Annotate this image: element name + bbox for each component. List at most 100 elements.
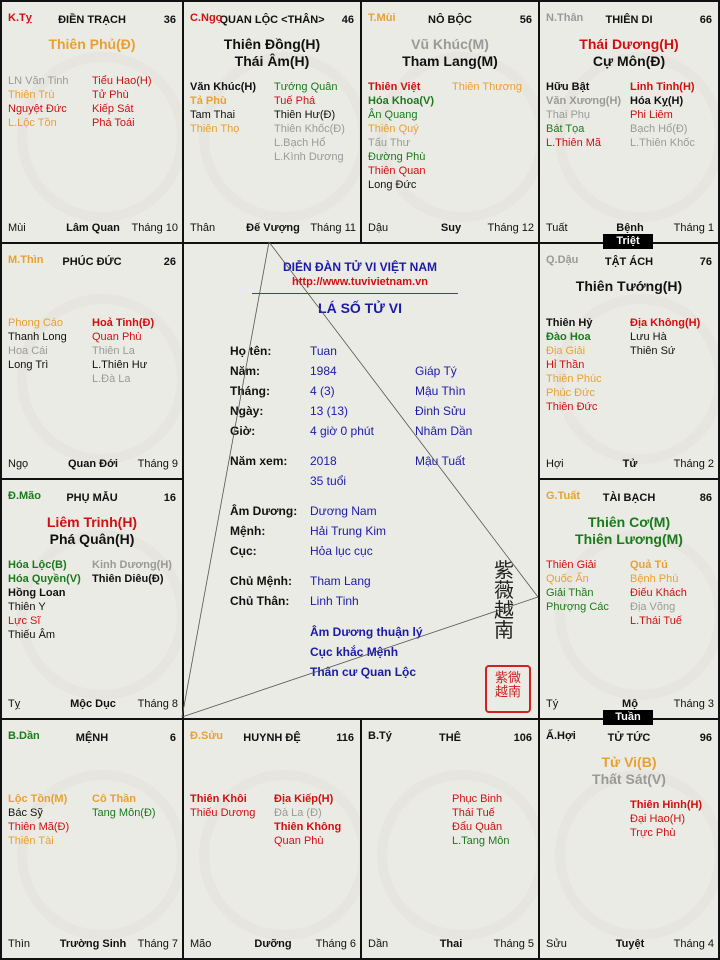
minor-star: Đà La (Đ) [274,807,322,819]
main-stars: Thiên Đồng(H) Thái Âm(H) [184,36,360,70]
minor-star: Tuế Phá [274,95,316,107]
minor-star: Thiên Sứ [630,345,676,357]
calligraphy-text: 紫薇越南 [494,558,514,642]
main-star: Cự Môn(Đ) [592,53,666,69]
dai-han-number: 96 [699,732,712,744]
main-star: Thiên Lương(M) [575,531,683,547]
dai-han-number: 16 [163,492,176,504]
main-stars: Tử Vi(B) Thất Sát(V) [540,754,718,788]
dai-han-number: 46 [341,14,354,26]
minor-star: Kiếp Sát [92,103,134,115]
minor-star: Thiên Tài [8,835,54,847]
right-stars: Địa Không(H) Lưu Hà Thiên Sứ [630,316,700,358]
can-chi-label: Q.Dậu [546,254,579,266]
palace-name: MỆNH [75,732,109,744]
cell-footer: Ngọ Quan Đới Tháng 9 [8,458,178,472]
background-motif [555,294,718,464]
palace-cell[interactable]: PHỤ MẪU Đ.Mão 16 Liêm Trinh(H) Phá Quân(H) Hó… [0,478,184,720]
main-star: Tham Lang(M) [402,53,498,69]
minor-star: Tang Môn(Đ) [92,807,156,819]
minor-star: Thiên Y [8,601,46,613]
palace-cell[interactable]: TẬT ÁCH Q.Dậu 76 Thiên Tướng(H) Thiên Hỷ Đào … [538,242,720,480]
info-canchi: Đinh Sửu [415,404,466,418]
info-label: Họ tên: [230,344,272,358]
minor-star: Hóa Kỵ(H) [630,95,684,107]
info-label: Mệnh: [230,524,266,538]
minor-star: Văn Khúc(H) [190,81,256,93]
minor-star: L.Thái Tuế [630,615,682,627]
minor-star: Địa Không(H) [630,317,701,329]
minor-star: Thiên Phúc [546,373,602,385]
palace-cell[interactable]: MỆNH B.Dần 6 Lộc Tồn(M) Bác Sỹ Thiên Mã(Đ) Thi… [0,718,184,960]
info-label: Năm: [230,364,261,378]
trang-sinh-stage: Bệnh [616,222,644,234]
cell-header: TỬ TỨC Ấ.Hợi 96 [546,730,712,746]
dai-han-number: 66 [699,14,712,26]
palace-cell[interactable]: PHÚC ĐỨC M.Thìn 26 Phong Cáo Thanh Long Hoa C… [0,242,184,480]
month-label: Tháng 1 [673,222,714,234]
minor-star: Thiên Giải [546,559,597,571]
cell-header: TẬT ÁCH Q.Dậu 76 [546,254,712,270]
palace-cell[interactable]: QUAN LỘC <THÂN> C.Ngọ 46 Thiên Đồng(H) Thái … [182,0,362,244]
right-stars: Quả Tú Bệnh Phù Điếu Khách Địa Võng L.Thái T… [630,558,687,628]
palace-name: HUYNH ĐỆ [243,732,301,744]
minor-star: Địa Kiếp(H) [274,793,334,805]
chart-note: Cục khắc Mệnh [310,645,399,659]
trang-sinh-stage: Suy [440,222,462,234]
cell-footer: Mão Dưỡng Tháng 6 [190,938,356,952]
tieu-han-branch: Sửu [546,938,567,950]
main-star: Thất Sát(V) [592,771,666,787]
info-value: 1984 [310,364,337,378]
minor-star: Điếu Khách [630,587,687,599]
palace-cell[interactable]: NÔ BỘC T.Mùi 56 Vũ Khúc(M) Tham Lang(M) Thiên… [360,0,540,244]
minor-star: L.Thiên Mã [546,137,602,149]
minor-star: Đại Hao(H) [630,813,686,825]
can-chi-label: M.Thìn [8,254,44,266]
minor-star: Tiểu Hao(H) [92,75,152,87]
tieu-han-branch: Mão [190,938,212,950]
palace-name: PHÚC ĐỨC [62,256,122,268]
trang-sinh-stage: Dưỡng [254,938,292,950]
info-label: Chủ Mệnh: [230,574,292,588]
background-motif [17,770,182,940]
info-label: Ngày: [230,404,264,418]
background-motif [17,52,182,222]
minor-star: Địa Võng [630,601,676,613]
palace-name: THÊ [439,732,461,744]
palace-cell[interactable]: THÊ B.Tý 106 Phục Binh Thái Tuế Đẩu Quân L.Tan… [360,718,540,960]
palace-cell[interactable]: TỬ TỨC Ấ.Hợi 96 Tử Vi(B) Thất Sát(V) Thiên Hì… [538,718,720,960]
minor-star: L.Lộc Tồn [8,117,57,129]
cell-header: THÊ B.Tý 106 [368,730,532,746]
palace-cell[interactable]: HUYNH ĐỆ Đ.Sửu 116 Thiên Khôi Thiếu Dương Địa… [182,718,362,960]
info-label: Tháng: [230,384,270,398]
minor-star: Lực Sĩ [8,615,41,627]
right-stars: Cô Thần Tang Môn(Đ) [92,792,156,820]
palace-cell[interactable]: TÀI BẠCH G.Tuất 86 Thiên Cơ(M) Thiên Lương(M… [538,478,720,720]
minor-star: Hóa Quyền(V) [8,573,81,585]
minor-star: Bác Sỹ [8,807,43,819]
minor-star: Thái Tuế [452,807,495,819]
trang-sinh-stage: Đế Vượng [246,222,300,234]
tieu-han-branch: Mùi [8,222,26,234]
background-motif [199,770,360,940]
trang-sinh-stage: Tuyệt [615,938,645,950]
right-stars: Kinh Dương(H) Thiên Diêu(Đ) [92,558,172,586]
palace-cell[interactable]: THIÊN DI N.Thân 66 Thái Dương(H) Cự Môn(Đ) Hữ… [538,0,720,244]
site-url-link[interactable]: http://www.tuvivietnam.vn [292,276,428,288]
info-label: Giờ: [230,424,256,438]
right-stars: Địa Kiếp(H) Đà La (Đ) Thiên Không Quan Phù [274,792,341,848]
minor-star: Tướng Quân [274,81,338,93]
right-stars: Phục Binh Thái Tuế Đẩu Quân L.Tang Môn [452,792,509,848]
tieu-han-branch: Tuất [546,222,568,234]
palace-name: PHỤ MẪU [66,492,118,504]
trang-sinh-stage: Lâm Quan [66,222,120,234]
minor-star: Phúc Đức [546,387,595,399]
main-star: Thiên Đồng(H) [223,36,321,52]
left-stars: LN Văn Tinh Thiên Trù Nguyệt Đức L.Lộc Tồn [8,74,69,130]
info-value: 35 tuổi [310,474,347,488]
info-value: Dương Nam [310,504,377,518]
minor-star: L.Bạch Hổ [274,137,326,149]
chart-note: Thân cư Quan Lộc [310,665,417,679]
tieu-han-branch: Tỵ [8,698,21,710]
palace-cell[interactable]: ĐIỀN TRẠCH K.Tỵ 36 Thiên Phủ(Đ) LN Văn Tinh T… [0,0,184,244]
